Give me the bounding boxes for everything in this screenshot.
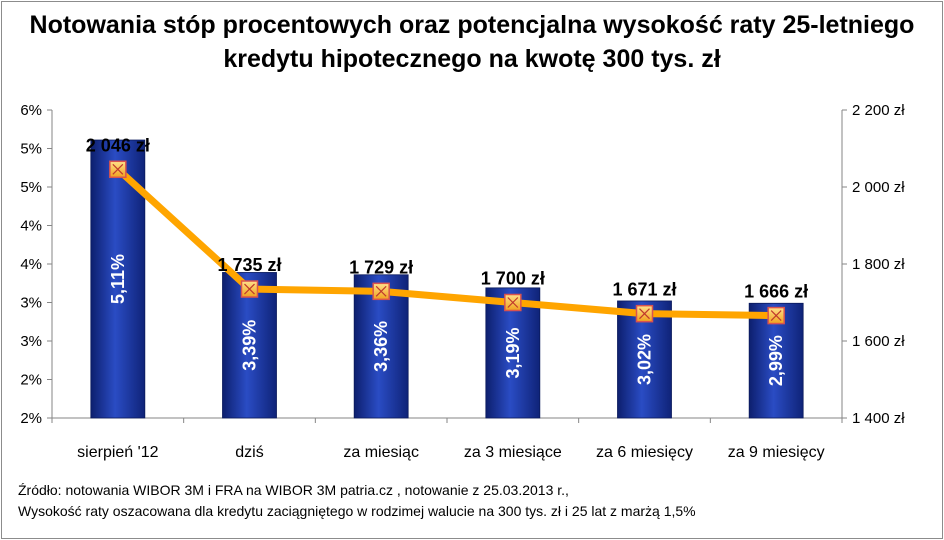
line-layer — [109, 160, 785, 325]
right-tick-label: 1 600 zł — [852, 333, 905, 350]
line-value-label: 2 046 zł — [86, 135, 150, 155]
bar-value-label: 3,02% — [635, 334, 655, 385]
right-tick-label: 2 200 zł — [852, 102, 905, 119]
marker-cross — [375, 285, 387, 297]
line-value-label: 1 735 zł — [217, 255, 281, 275]
bars-layer: 5,11% 3,39% 3,36% 3,19% 3,02% 2,99% — [90, 139, 804, 419]
line-value-label: 1 671 zł — [612, 280, 676, 300]
bar-value-label: 5,11% — [108, 254, 128, 304]
left-tick-label: 4% — [20, 256, 42, 273]
footnote: Źródło: notowania WIBOR 3M i FRA na WIBO… — [18, 480, 928, 522]
line-value-label: 1 700 zł — [481, 269, 545, 289]
chart-title-line-1: Notowania stóp procentowych oraz potencj… — [29, 11, 915, 39]
footnote-source: Źródło: notowania WIBOR 3M i FRA na WIBO… — [18, 482, 569, 498]
right-tick-label: 2 000 zł — [852, 179, 905, 196]
chart-title-line-2: kredytu hipotecznego na kwotę 300 tys. z… — [223, 45, 721, 73]
marker-cross — [112, 163, 124, 175]
x-tick-label: za 6 miesięcy — [596, 444, 693, 461]
bar-value-label: 3,36% — [371, 321, 391, 372]
marker-cross — [244, 283, 255, 295]
right-tick-label: 1 400 zł — [852, 410, 905, 427]
bar-value-label: 3,19% — [503, 327, 523, 378]
footnote-note: Wysokość raty oszacowana dla kredytu zac… — [18, 503, 696, 519]
x-tick-label: sierpień '12 — [77, 444, 158, 461]
left-tick-label: 2% — [20, 372, 42, 389]
left-tick-label: 4% — [20, 218, 42, 235]
left-tick-label: 3% — [20, 295, 42, 312]
x-tick-label: za 3 miesiące — [464, 444, 562, 461]
line-value-label: 1 666 zł — [744, 282, 808, 302]
line-series — [114, 165, 780, 320]
left-tick-label: 6% — [20, 102, 42, 119]
chart-title: Notowania stóp procentowych oraz potencj… — [0, 8, 944, 76]
line-value-label: 1 729 zł — [349, 257, 413, 277]
marker-cross — [639, 308, 650, 320]
marker-cross — [507, 297, 519, 308]
left-tick-label: 2% — [20, 410, 42, 427]
left-tick-label: 5% — [20, 179, 42, 196]
right-tick-label: 1 800 zł — [852, 256, 905, 273]
x-tick-label: dziś — [235, 444, 263, 461]
bar-value-label: 2,99% — [766, 335, 786, 386]
axes-layer: 2% 2% 3% 3% 4% 4% 5% 5% 6% 1 400 zł 1 600 zł 1 800 … — [20, 102, 905, 461]
left-tick-label: 3% — [20, 333, 42, 350]
marker-cross — [770, 310, 782, 322]
x-tick-label: za miesiąc — [343, 444, 419, 461]
left-tick-label: 5% — [20, 141, 42, 158]
labels-layer: 2 046 zł 1 735 zł 1 729 zł 1 700 zł 1 671 zł… — [86, 135, 808, 301]
bar-value-label: 3,39% — [240, 320, 260, 371]
x-tick-label: za 9 miesięcy — [728, 444, 825, 461]
